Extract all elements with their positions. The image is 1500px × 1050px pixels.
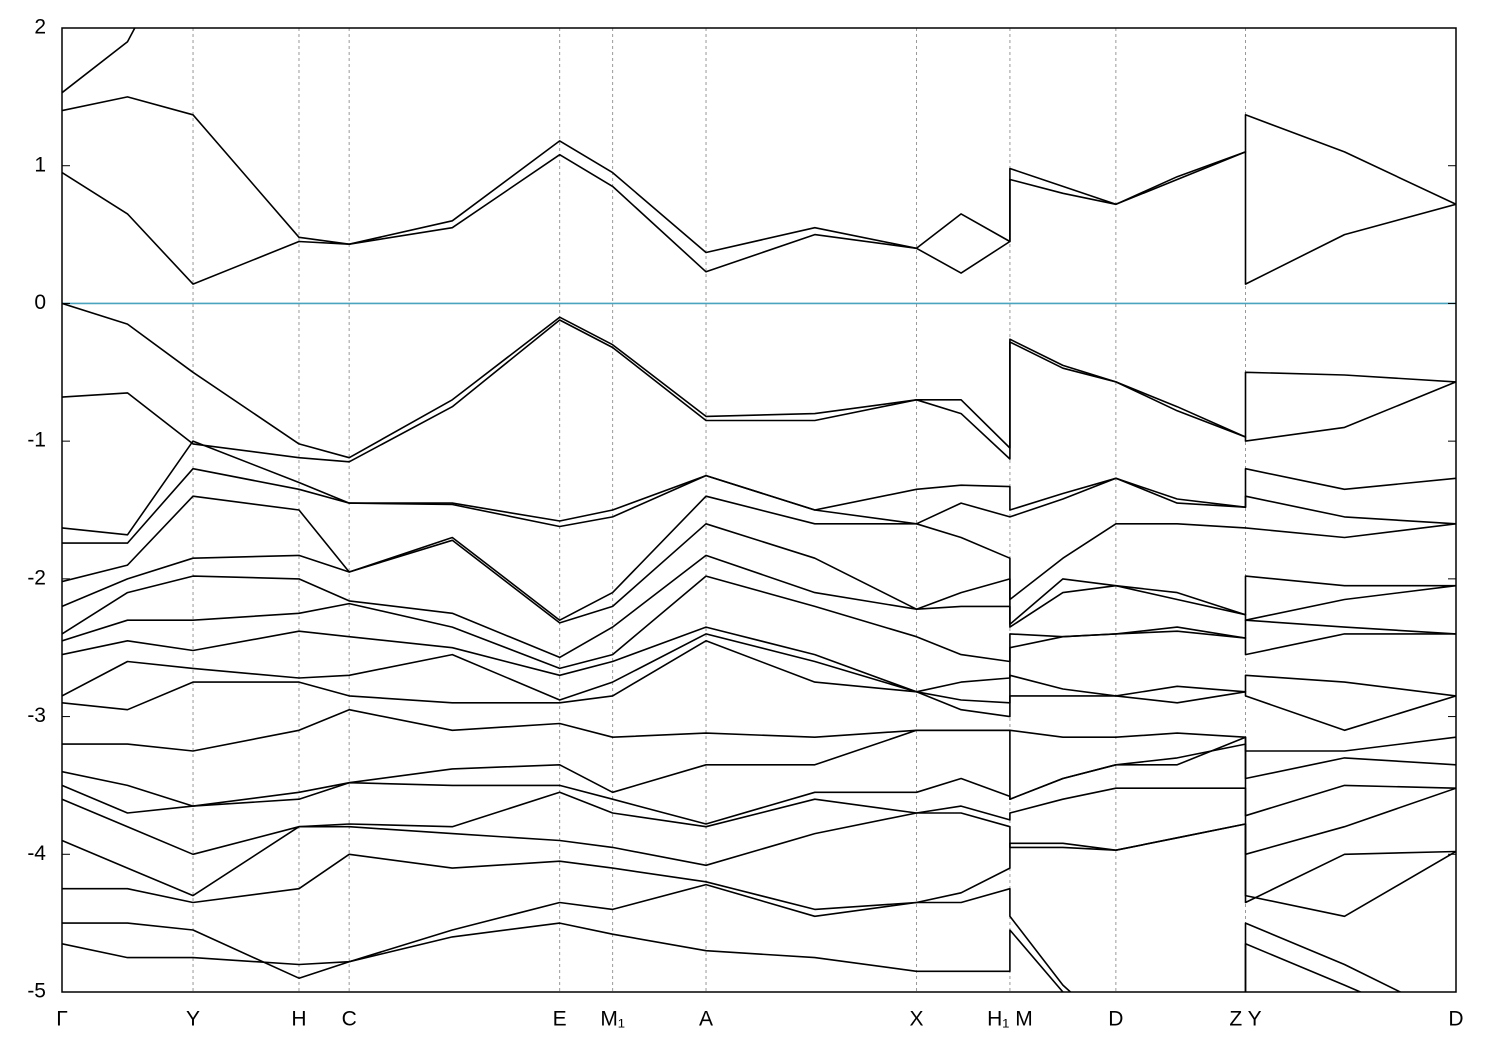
x-tick-label: X bbox=[910, 1008, 924, 1031]
y-tick-label: -5 bbox=[27, 980, 46, 1003]
x-tick-label: E bbox=[553, 1008, 567, 1031]
band-line bbox=[62, 151, 1456, 285]
x-tick-label: D bbox=[1108, 1008, 1123, 1031]
x-tick-label: H₁ M bbox=[987, 1008, 1033, 1031]
plot-area bbox=[62, 28, 1456, 992]
plot-frame bbox=[61, 27, 1457, 993]
band-line bbox=[62, 812, 1456, 904]
y-tick-label: -3 bbox=[27, 704, 46, 727]
y-tick-label: 1 bbox=[34, 153, 46, 176]
y-tick-label: 2 bbox=[34, 16, 46, 39]
y-tick-label: -4 bbox=[27, 842, 46, 865]
band-line bbox=[62, 575, 1456, 670]
band-line bbox=[62, 467, 1456, 544]
band-line bbox=[62, 495, 1456, 621]
x-tick-label: H bbox=[291, 1008, 306, 1031]
band-line bbox=[62, 302, 1456, 459]
band-line bbox=[62, 883, 1403, 992]
band-line bbox=[62, 554, 1456, 659]
x-tick-label: Γ bbox=[56, 1008, 68, 1031]
band-line bbox=[62, 736, 1456, 825]
band-line bbox=[62, 708, 1456, 752]
y-tick-label: 0 bbox=[34, 291, 46, 314]
band-line bbox=[62, 633, 1456, 704]
x-tick-label: C bbox=[342, 1008, 357, 1031]
band-line bbox=[62, 28, 136, 94]
band-line bbox=[62, 922, 1363, 992]
band-line bbox=[62, 729, 1456, 807]
x-tick-label: A bbox=[699, 1008, 713, 1031]
band-line bbox=[62, 440, 1456, 536]
x-tick-label: Z Y bbox=[1229, 1008, 1261, 1031]
band-line bbox=[62, 319, 1456, 463]
band-line bbox=[62, 96, 1456, 254]
x-tick-label: M₁ bbox=[600, 1008, 625, 1031]
y-tick-label: -1 bbox=[27, 429, 46, 452]
y-tick-label: -2 bbox=[27, 566, 46, 589]
band-line bbox=[62, 640, 1456, 732]
x-tick-label: D bbox=[1448, 1008, 1463, 1031]
labels: -5 -4 -3 -2 -1 0 1 2 Γ Y H C E M₁ A X H₁ M D Z Y D bbox=[27, 16, 1463, 1031]
x-tick-label: Y bbox=[186, 1008, 200, 1031]
